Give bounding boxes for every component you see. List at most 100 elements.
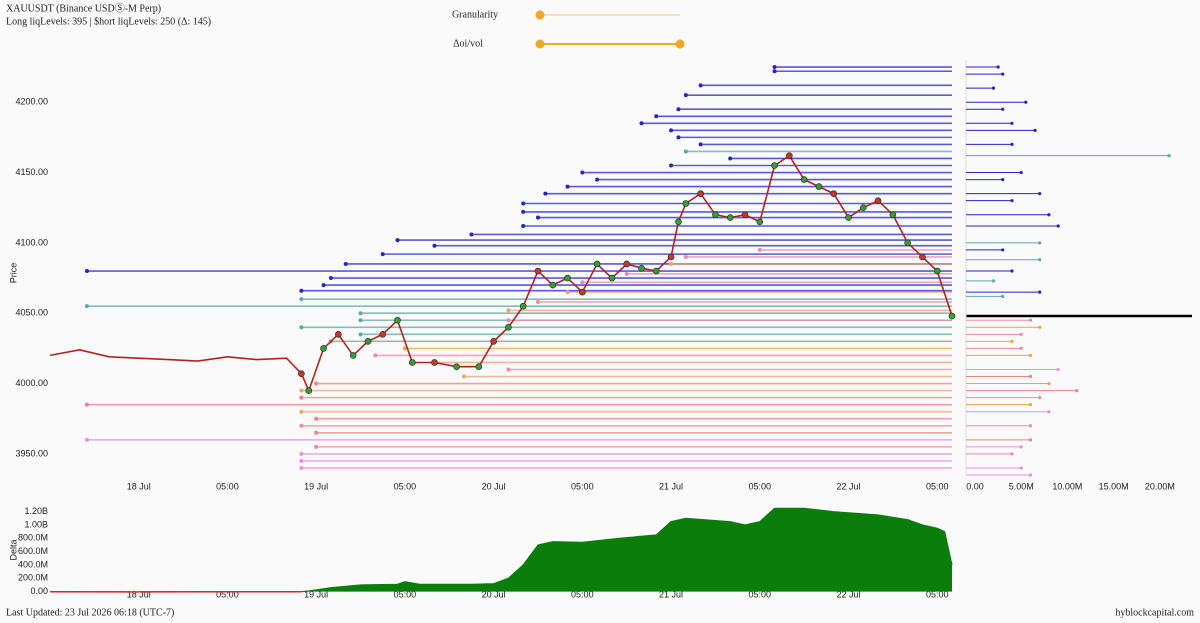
price-point <box>320 345 327 352</box>
slider-knob[interactable] <box>535 39 545 49</box>
size-dot <box>1019 170 1023 175</box>
liq-level-start <box>698 83 703 88</box>
price-point <box>475 363 483 370</box>
price-point <box>874 197 882 204</box>
x-tick-label: 22 Jul <box>836 589 860 599</box>
liq-level-start <box>299 423 304 428</box>
price-point <box>549 281 557 289</box>
liq-level-start <box>772 65 777 70</box>
size-dot <box>1038 325 1042 329</box>
x-tick-label: 18 Jul <box>127 481 151 491</box>
y-tick-label: 600.0M <box>18 546 48 556</box>
price-point <box>889 211 897 219</box>
x-tick-label: 05:00 <box>749 481 772 491</box>
liq-level-start <box>299 395 304 400</box>
price-point <box>675 218 682 226</box>
liq-level-start <box>683 93 688 98</box>
price-point <box>349 352 357 359</box>
size-dot <box>1001 177 1005 182</box>
granularity-slider[interactable] <box>535 10 681 20</box>
size-dot <box>1019 346 1023 350</box>
liq-level-start <box>683 149 688 154</box>
y-tick-label: 4100.00 <box>15 237 48 247</box>
x-tick-label: 05:00 <box>749 589 772 599</box>
x-tick-label: 18 Jul <box>127 589 151 599</box>
size-dot <box>1056 224 1060 228</box>
liq-level-start <box>314 430 319 435</box>
page-title: XAUUSDT (Binance USDⓈ-M Perp) <box>6 2 161 14</box>
liq-level-start <box>84 269 89 274</box>
y-tick-label: 4150.00 <box>15 167 48 177</box>
x-tick-label: 05:00 <box>394 589 417 599</box>
size-dot <box>1028 374 1033 379</box>
price-point <box>933 267 941 275</box>
size-dot <box>1028 403 1033 407</box>
liq-level-start <box>299 409 304 414</box>
liq-level-start <box>84 402 89 407</box>
price-point <box>305 387 313 394</box>
y-tick-label: 0.00 <box>30 586 48 596</box>
liq-level-start <box>432 243 437 248</box>
liq-level-start <box>728 156 733 161</box>
y-tick-label: 4000.00 <box>15 378 48 388</box>
oi-vol-slider[interactable] <box>535 39 685 49</box>
liq-level-start <box>624 271 629 276</box>
liq-level-start <box>669 261 674 266</box>
slider-label: Granularity <box>452 9 498 20</box>
price-point <box>815 183 823 190</box>
slider-knob[interactable] <box>535 10 545 20</box>
y-tick-label: 1.00B <box>24 519 48 529</box>
delta-fill <box>50 508 952 592</box>
size-dot <box>1047 410 1051 414</box>
price-point <box>667 253 675 261</box>
size-dot <box>1047 381 1051 386</box>
size-dot <box>1028 473 1033 477</box>
price-point <box>712 211 719 219</box>
liq-level-start <box>299 458 304 463</box>
size-dot <box>1056 367 1060 372</box>
liq-level-start <box>506 318 511 323</box>
size-dot <box>1010 339 1014 343</box>
liq-level-start <box>521 209 526 214</box>
y-tick-label: 1.20B <box>24 506 48 516</box>
liq-level-start <box>698 142 703 147</box>
liq-level-start <box>565 290 570 295</box>
site-name: hyblockcapital.com <box>1115 607 1194 618</box>
liq-level-start <box>469 232 474 237</box>
liq-level-start <box>84 437 89 442</box>
price-point <box>845 214 852 221</box>
size-dot <box>1167 154 1171 158</box>
y-tick-label: 4200.00 <box>15 97 48 107</box>
price-point <box>364 338 372 345</box>
x-tick-label: 20.00M <box>1145 481 1175 491</box>
liq-level-start <box>321 283 326 288</box>
x-tick-label: 22 Jul <box>836 481 860 491</box>
liq-level-start <box>299 451 304 456</box>
liq-level-start <box>535 215 540 220</box>
liq-level-start <box>84 304 89 309</box>
price-point <box>919 253 926 261</box>
price-point <box>593 260 601 268</box>
size-dot <box>1001 72 1005 76</box>
y-axis-title: Price <box>8 263 18 284</box>
slider-knob[interactable] <box>675 39 685 49</box>
x-tick-label: 05:00 <box>926 589 949 599</box>
liq-level-start <box>654 114 659 119</box>
liq-level-start <box>358 332 363 337</box>
liq-level-start <box>772 69 777 74</box>
liq-level-start <box>543 191 548 196</box>
x-tick-label: 21 Jul <box>659 589 683 599</box>
last-updated: Last Updated: 23 Jul 2026 06:18 (UTC-7) <box>6 607 174 618</box>
x-tick-label: 21 Jul <box>659 481 683 491</box>
price-point <box>564 274 571 282</box>
liq-level-start <box>299 465 304 470</box>
liq-level-start <box>380 252 385 257</box>
price-point <box>800 176 808 183</box>
x-tick-label: 19 Jul <box>304 481 328 491</box>
price-point <box>431 359 438 366</box>
size-dot <box>1019 466 1023 470</box>
liq-level-start <box>402 346 407 351</box>
size-dot <box>1010 269 1014 273</box>
